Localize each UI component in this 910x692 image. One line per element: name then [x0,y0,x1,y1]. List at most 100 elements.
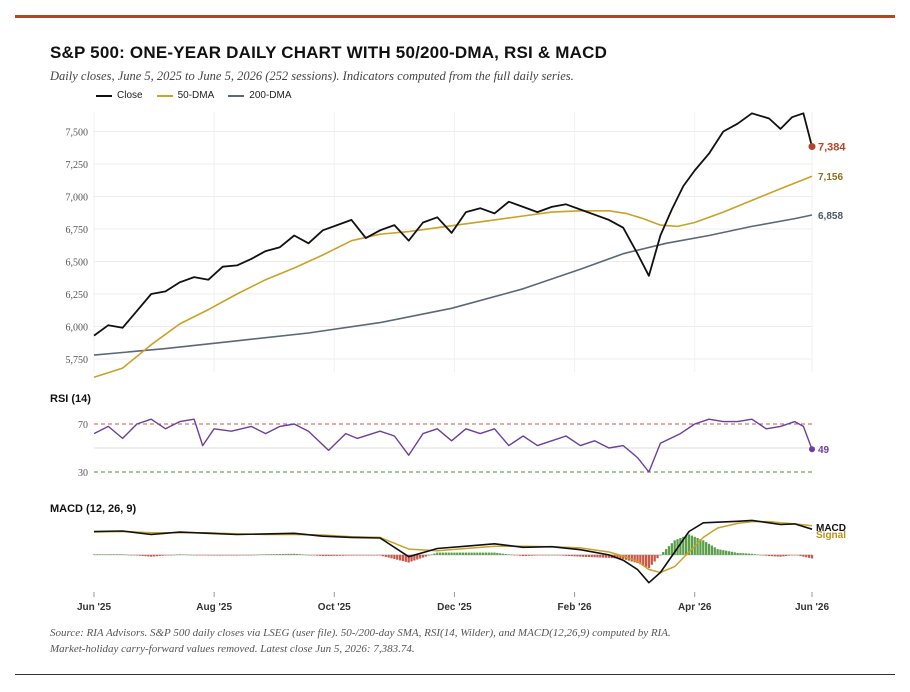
macd-histogram-bar [390,554,393,559]
macd-histogram-bar [155,554,159,557]
macd-histogram-bar [135,554,139,556]
macd-histogram-bar [727,551,731,555]
x-tick-label: Aug '25 [196,602,232,613]
macd-histogram-bar [776,554,779,557]
macd-histogram-bar [550,554,553,556]
macd-histogram-bar [393,554,396,560]
macd-histogram-bar [810,554,814,559]
macd-histogram-bar [258,554,262,556]
macd-histogram-bar [616,554,619,559]
macd-histogram-bar [92,554,96,555]
macd-histogram-bar [644,554,648,567]
macd-histogram-bar [444,552,447,555]
macd-histogram-bar [433,553,436,555]
macd-histogram-bar [739,553,742,555]
macd-histogram-bar [267,554,270,555]
macd-histogram-bar [802,554,805,557]
macd-histogram-bar [707,543,711,555]
macd-histogram-bar [104,554,107,555]
price-y-tick-label: 6,500 [66,258,89,269]
macd-histogram-bar [533,554,536,556]
macd-histogram-bar [682,536,685,555]
macd-histogram-bar [544,554,548,556]
price-y-tick-label: 5,750 [66,355,89,366]
macd-histogram-bar [504,553,508,555]
macd-histogram-bar [710,545,714,555]
macd-histogram-bar [132,554,136,556]
legend-item-dma50: 50-DMA [156,90,215,101]
macd-histogram-bar [341,554,345,556]
macd-histogram-bar [659,554,662,556]
macd-histogram-bar [762,554,765,556]
macd-histogram-bar [115,554,119,555]
macd-histogram-bar [295,553,299,555]
macd-histogram-bar [210,554,213,556]
macd-histogram-bar [556,554,559,556]
macd-histogram-bar [287,553,290,555]
macd-histogram-bar [373,554,376,556]
price-y-tick-label: 6,250 [66,290,89,301]
macd-histogram-bar [127,554,130,556]
price-y-tick-label: 7,500 [66,128,89,139]
macd-histogram-bar [456,552,459,555]
macd-histogram-bar [250,554,253,556]
macd-histogram-bar [599,554,602,558]
legend-label-dma50: 50-DMA [177,90,215,101]
macd-histogram-bar [321,554,324,557]
macd-histogram-bar [384,554,387,557]
macd-histogram-bar [687,534,691,555]
macd-histogram-bar [118,554,121,555]
macd-histogram-bar [158,554,161,556]
macd-histogram-bar [121,554,124,555]
macd-histogram-bar [253,554,256,556]
macd-histogram-bar [233,554,236,556]
close-line [93,112,813,337]
macd-histogram-bar [338,554,342,556]
macd-histogram-bar [647,554,651,569]
source-line-2: Market-holiday carry-forward values remo… [50,643,415,655]
macd-histogram-bar [510,554,513,556]
macd-histogram-bar [699,539,702,555]
macd-histogram-bar [696,537,699,555]
macd-histogram-bar [779,554,782,557]
macd-histogram-bar [198,554,201,556]
macd-histogram-bar [765,554,768,556]
macd-histogram-bar [561,554,565,556]
macd-histogram-bar [138,554,141,556]
macd-histogram-bar [264,554,267,555]
macd-histogram-bar [725,550,728,555]
macd-histogram-bar [344,554,347,556]
macd-histogram-bar [161,554,164,556]
macd-histogram-bar [150,554,153,557]
macd-histogram-bar [227,554,230,556]
macd-histogram-bar [350,554,353,556]
macd-histogram-bar [381,554,385,557]
macd-histogram-bar [716,549,719,555]
macd-histogram-bar [170,554,173,556]
macd-histogram-bar [315,554,319,556]
macd-line [93,519,813,584]
macd-histogram-bar [364,554,367,556]
macd-histogram-bar [799,554,802,557]
macd-histogram-bar [513,554,516,556]
macd-histogram-bar [604,554,608,558]
macd-histogram-bar [470,552,473,555]
macd-histogram-bar [144,554,147,557]
macd-histogram-bar [112,554,116,555]
macd-histogram-bar [212,554,216,556]
x-tick-label: Jun '25 [77,602,111,613]
macd-histogram-bar [401,554,405,562]
macd-histogram-bar [356,554,359,556]
macd-histogram-bar [324,554,327,557]
macd-histogram-bar [413,554,416,561]
macd-histogram-bar [747,553,751,555]
macd-histogram-bar [418,554,422,559]
macd-histogram-bar [327,554,330,556]
rsi-y-tick-label: 30 [78,468,88,479]
macd-histogram-bar [407,554,410,563]
macd-histogram-bar [516,554,519,556]
macd-histogram-bar [421,554,425,558]
macd-histogram-bar [650,554,653,565]
macd-histogram-bar [461,552,465,555]
macd-histogram-bar [690,535,694,555]
